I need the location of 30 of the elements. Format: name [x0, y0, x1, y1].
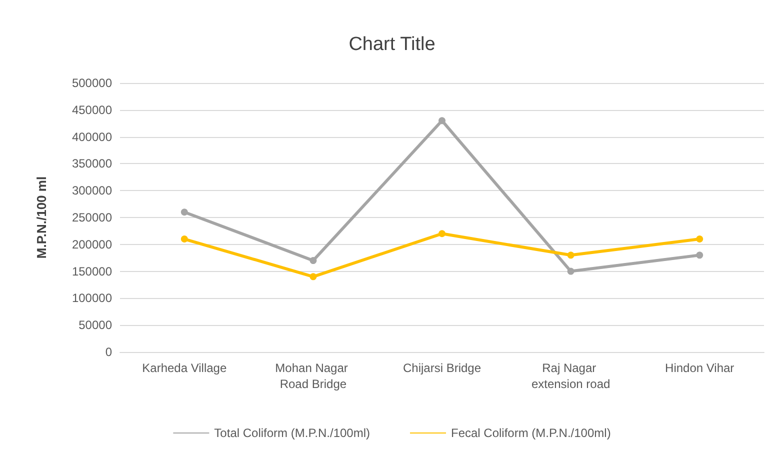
y-tick-label: 100000 — [72, 291, 112, 306]
y-tick-label: 350000 — [72, 156, 112, 171]
chart-title: Chart Title — [348, 34, 436, 55]
point — [696, 252, 704, 259]
y-axis-title: M.P.N./100 ml — [34, 176, 49, 259]
y-tick-label: 400000 — [72, 130, 112, 144]
point — [310, 273, 317, 280]
x-tick-label: Mohan Nagar Road Bridge — [275, 361, 352, 391]
legend-label: Fecal Coliform (M.P.N./100ml) — [451, 426, 611, 440]
x-tick-label: Chijarsi Bridge — [402, 361, 482, 375]
point — [438, 230, 446, 238]
y-tick-label: 0 — [105, 345, 112, 359]
legend-label: Total Coliform (M.P.N./100ml) — [214, 426, 370, 440]
y-tick-label: 250000 — [72, 210, 112, 224]
point — [180, 208, 188, 216]
point — [438, 117, 446, 124]
x-tick-label: Raj Nagar extension road — [531, 361, 610, 391]
y-tick-label: 50000 — [78, 318, 112, 332]
point — [696, 236, 704, 243]
point — [180, 236, 188, 243]
x-tick-label: Karheda Village — [142, 361, 227, 375]
y-tick-label: 450000 — [72, 102, 112, 117]
point — [310, 257, 317, 264]
x-tick-label: Hindon Vihar — [665, 361, 734, 375]
y-tick-label: 500000 — [72, 76, 112, 90]
y-tick-label: 150000 — [72, 264, 112, 278]
point — [567, 252, 574, 259]
y-tick-label: 200000 — [72, 237, 112, 252]
y-tick-label: 300000 — [72, 184, 112, 198]
point — [567, 268, 574, 275]
